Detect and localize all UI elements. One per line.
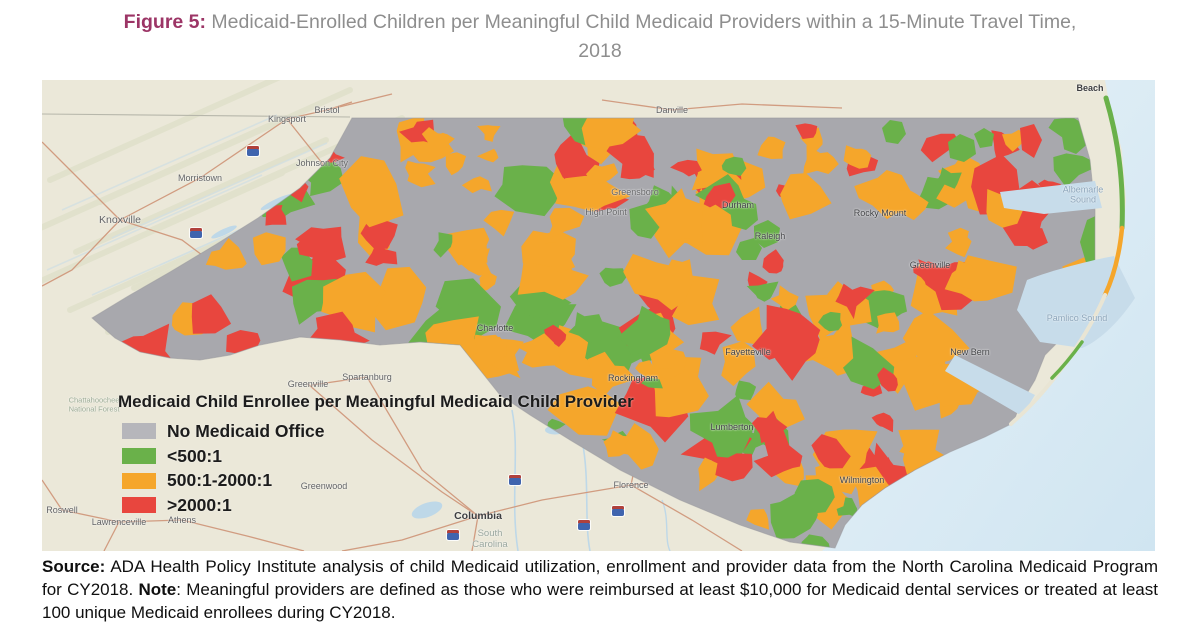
figure-label: Figure 5: [123,11,207,33]
source-note: Source: ADA Health Policy Institute anal… [42,555,1158,624]
map-canvas [42,80,1155,551]
interstate-shields [188,144,626,542]
atlantic-ocean [822,80,1155,551]
figure-caption: Figure 5: Medicaid-Enrolled Children per… [0,8,1200,67]
sounds-water [945,181,1135,416]
note-text: : Meaningful providers are defined as th… [42,580,1158,623]
outer-banks [1009,95,1125,426]
source-label: Source: [42,557,106,576]
nc-medicaid-choropleth-map: Bristol Kingsport Johnson City Morristown Kn… [42,80,1155,551]
figure-caption-line1: Figure 5: Medicaid-Enrolled Children per… [0,8,1200,37]
source-text: ADA Health Policy Institute analysis of … [42,557,1158,600]
figure-caption-year: 2018 [578,40,622,63]
note-label: Note [138,580,177,600]
state-border-line [42,113,351,118]
figure-title: Medicaid-Enrolled Children per Meaningfu… [206,11,1077,33]
nc-state-outline [91,117,1096,549]
